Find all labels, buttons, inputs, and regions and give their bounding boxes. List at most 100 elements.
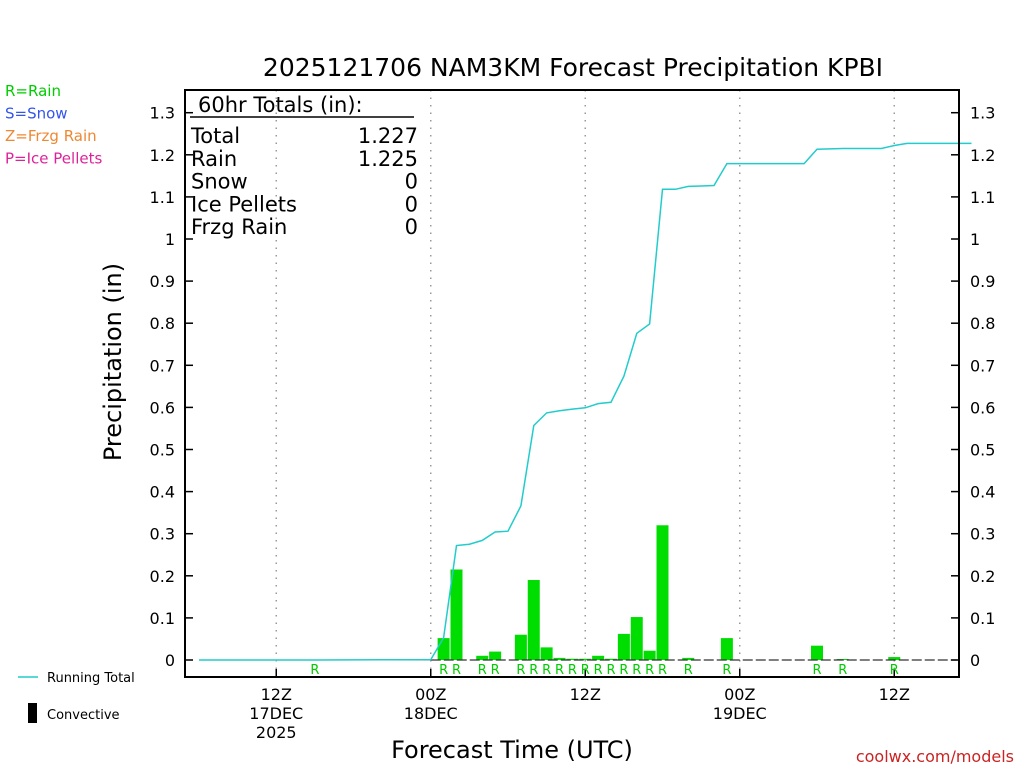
convective-swatch bbox=[28, 703, 37, 723]
y-tick-label: 0.2 bbox=[150, 567, 175, 586]
y-tick-label: 0.6 bbox=[150, 398, 175, 417]
x-tick-label: 00Z bbox=[724, 685, 755, 704]
precip-type-marker: R bbox=[555, 663, 564, 678]
precip-type-marker: R bbox=[439, 663, 448, 678]
y-tick-label: 1.2 bbox=[970, 146, 995, 165]
precip-bar bbox=[592, 655, 605, 660]
y-tick-label: 0.1 bbox=[150, 609, 175, 628]
precip-type-marker: R bbox=[684, 663, 693, 678]
running-total-line bbox=[199, 142, 972, 661]
totals-row-label: Snow bbox=[191, 170, 248, 194]
plot-frame bbox=[184, 89, 960, 678]
y-axis-left: 0 0.1 0.2 0.3 0.4 0.5 0.6 0.7 0.8 0.9 1 1.1 1.2 1.3 bbox=[150, 104, 193, 670]
legend-entry: Z=Frzg Rain bbox=[5, 127, 97, 145]
x-tick-label: 19DEC bbox=[713, 704, 767, 723]
y-tick-label: 0.8 bbox=[970, 314, 995, 333]
precip-bar bbox=[527, 580, 540, 660]
precip-type-marker: R bbox=[452, 663, 461, 678]
precip-bar bbox=[720, 638, 733, 660]
totals-header: 60hr Totals (in): bbox=[198, 93, 363, 117]
y-axis-right: 0 0.1 0.2 0.3 0.4 0.5 0.6 0.7 0.8 0.9 1 1.1 1.2 1.3 bbox=[951, 104, 995, 670]
precip-type-marker: R bbox=[606, 663, 615, 678]
x-tick-label: 2025 bbox=[256, 723, 297, 742]
y-tick-label: 0.6 bbox=[970, 398, 995, 417]
precip-type-marker: R bbox=[658, 663, 667, 678]
precip-type-marker: R bbox=[542, 663, 551, 678]
precip-bar bbox=[811, 645, 823, 660]
chart-title: 2025121706 NAM3KM Forecast Precipitation… bbox=[263, 53, 883, 82]
y-tick-label: 1.1 bbox=[970, 188, 995, 207]
precip-type-marker: R bbox=[310, 663, 319, 678]
precip-type-marker: R bbox=[516, 663, 525, 678]
convective-legend-label: Convective bbox=[47, 708, 120, 723]
totals-row-value: 0 bbox=[405, 192, 418, 216]
precip-bar bbox=[888, 657, 901, 660]
precip-bar bbox=[437, 638, 450, 660]
precip-bar bbox=[630, 617, 643, 660]
y-tick-label: 0.3 bbox=[150, 525, 175, 544]
y-tick-label: 1.3 bbox=[150, 104, 175, 123]
precip-bar bbox=[489, 651, 502, 660]
grid-lines bbox=[275, 90, 895, 677]
y-tick-label: 0.3 bbox=[970, 525, 995, 544]
x-tick-label: 18DEC bbox=[404, 704, 458, 723]
x-tick-label: 12Z bbox=[570, 685, 601, 704]
watermark: coolwx.com/models bbox=[856, 747, 1014, 766]
legend-entry: P=Ice Pellets bbox=[5, 150, 102, 168]
totals-row-value: 1.225 bbox=[358, 147, 418, 171]
y-tick-label: 0.9 bbox=[150, 272, 175, 291]
precip-type-marker: R bbox=[478, 663, 487, 678]
y-tick-label: 1.3 bbox=[970, 104, 995, 123]
totals-row-label: Rain bbox=[191, 147, 237, 171]
y-tick-label: 0.4 bbox=[970, 483, 995, 502]
totals-row-label: Ice Pellets bbox=[191, 192, 297, 216]
precip-type-marker: R bbox=[645, 663, 654, 678]
precip-type-legend: R=Rain S=Snow Z=Frzg Rain P=Ice Pellets bbox=[5, 82, 102, 168]
hourly-bars bbox=[437, 525, 901, 660]
x-tick-label: 12Z bbox=[879, 685, 910, 704]
precip-type-marker: R bbox=[812, 663, 821, 678]
running-total-legend-label: Running Total bbox=[47, 671, 135, 686]
bottom-legend: Running Total Convective bbox=[18, 671, 135, 723]
y-tick-label: 0.1 bbox=[970, 609, 995, 628]
precip-bar bbox=[656, 525, 669, 660]
totals-box: 60hr Totals (in): Total 1.227 Rain 1.225 Snow… bbox=[190, 93, 418, 239]
precip-type-marker: R bbox=[632, 663, 641, 678]
totals-row-label: Frzg Rain bbox=[191, 215, 287, 239]
totals-row-value: 1.227 bbox=[358, 124, 418, 148]
precip-bar bbox=[450, 569, 463, 660]
precip-bar bbox=[553, 657, 566, 660]
y-axis-label: Precipitation (in) bbox=[99, 263, 127, 461]
y-tick-label: 0.4 bbox=[150, 483, 175, 502]
precip-type-markers: R R R R R R R R R R R R R R R R R R R R RR bbox=[310, 663, 898, 678]
x-tick-label: 00Z bbox=[415, 685, 446, 704]
precip-bar bbox=[605, 658, 617, 660]
totals-row-value: 0 bbox=[405, 215, 418, 239]
precip-type-marker: R bbox=[581, 663, 590, 678]
y-tick-label: 1.1 bbox=[150, 188, 175, 207]
precip-type-marker: R bbox=[491, 663, 500, 678]
y-tick-label: 0.7 bbox=[970, 356, 995, 375]
precip-type-marker: R bbox=[722, 663, 731, 678]
totals-row-value: 0 bbox=[405, 170, 418, 194]
y-tick-label: 1 bbox=[970, 230, 980, 249]
precip-bar bbox=[617, 633, 630, 660]
precip-type-marker: R bbox=[568, 663, 577, 678]
precip-bar bbox=[579, 658, 592, 660]
precip-type-marker: R bbox=[529, 663, 538, 678]
precip-bar bbox=[643, 650, 656, 660]
precip-bar bbox=[476, 655, 489, 660]
legend-entry: S=Snow bbox=[5, 105, 68, 123]
precip-type-marker: R bbox=[619, 663, 628, 678]
precip-type-marker: R bbox=[594, 663, 603, 678]
precip-bar bbox=[540, 647, 553, 660]
y-tick-label: 0 bbox=[970, 651, 980, 670]
y-tick-label: 0.9 bbox=[970, 272, 995, 291]
y-tick-label: 0 bbox=[165, 651, 175, 670]
x-tick-label: 12Z bbox=[261, 685, 292, 704]
running-total-series bbox=[199, 142, 972, 661]
y-tick-label: 0.2 bbox=[970, 567, 995, 586]
precip-bar bbox=[566, 658, 579, 660]
